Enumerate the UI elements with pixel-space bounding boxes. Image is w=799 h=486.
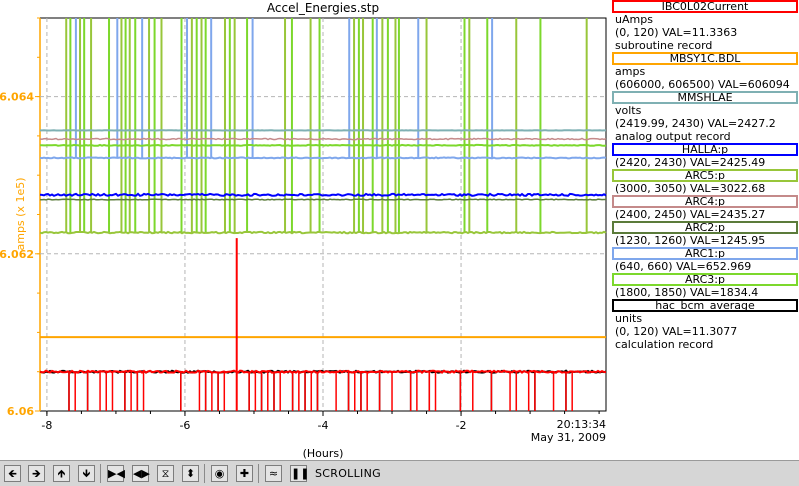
legend-entry-arc4-p[interactable]: ARC4:p — [612, 195, 798, 208]
legend-detail: (3000, 3050) VAL=3022.68 — [615, 182, 766, 195]
y-axis-label: amps (x 1e5) — [14, 177, 27, 250]
legend-detail: subroutine record — [615, 39, 713, 52]
legend-detail: uAmps — [615, 13, 653, 26]
legend-detail: (0, 120) VAL=11.3363 — [615, 26, 738, 39]
pan-left-button[interactable]: 🡸 — [4, 465, 21, 482]
wave-icon: ≈ — [268, 467, 279, 480]
legend-detail: (0, 120) VAL=11.3077 — [615, 325, 738, 338]
pan-down-button[interactable]: 🡻 — [78, 465, 95, 482]
legend-entry-arc5-p[interactable]: ARC5:p — [612, 169, 798, 182]
toolbar-separator — [204, 464, 205, 483]
zoom-out-y-icon: ⬍ — [185, 467, 196, 480]
y-tick-label: 6.062 — [0, 248, 34, 261]
plus-icon: ✚ — [239, 467, 250, 480]
zoom-out-x-button[interactable]: ◀▶ — [132, 465, 150, 482]
y-tick-label: 6.06 — [7, 405, 34, 418]
x-end-date: May 31, 2009 — [530, 431, 606, 444]
series-line-arc5-p — [39, 230, 607, 235]
legend-detail: (640, 660) VAL=652.969 — [615, 260, 752, 273]
arrow-left-icon: 🡸 — [8, 467, 17, 480]
style-button[interactable]: ≈ — [265, 465, 282, 482]
legend-detail: (2420, 2430) VAL=2425.49 — [615, 156, 766, 169]
legend-entry-hac-bcm-average[interactable]: hac_bcm_average — [612, 299, 798, 312]
zoom-in-x-icon: ▶◀ — [108, 467, 125, 480]
series-line-halla-p — [39, 192, 607, 198]
pan-up-button[interactable]: 🡹 — [53, 465, 70, 482]
legend-detail: (2400, 2450) VAL=2435.27 — [615, 208, 766, 221]
legend-entry-arc2-p[interactable]: ARC2:p — [612, 221, 798, 234]
legend-detail: volts — [615, 104, 642, 117]
series-line-arc3-p — [39, 143, 607, 147]
chart-svg: -8 -6 -4 -2 6.06 6.062 6.064 amps (x 1e5) (Hours… — [0, 17, 607, 460]
arrow-down-icon: 🡻 — [82, 467, 91, 480]
target-icon: ◉ — [214, 467, 225, 480]
zoom-in-y-icon: ⧖ — [161, 467, 170, 480]
toolbar-separator — [100, 464, 101, 483]
x-tick-label: -6 — [179, 419, 190, 432]
legend-entry-arc3-p[interactable]: ARC3:p — [612, 273, 798, 286]
legend-detail: (1800, 1850) VAL=1834.4 — [615, 286, 759, 299]
toolbar: 🡸 🡺 🡹 🡻 ▶◀ ◀▶ ⧖ ⬍ ◉ ✚ ≈ ❚❚ SCROLLING — [0, 460, 799, 486]
x-axis-label: (Hours) — [303, 447, 344, 460]
x-tick-label: -4 — [318, 419, 329, 432]
legend-detail: (1230, 1260) VAL=1245.95 — [615, 234, 766, 247]
x-tick-label: -2 — [456, 419, 467, 432]
autoscale-button[interactable]: ◉ — [211, 465, 228, 482]
scrolling-status: SCROLLING — [315, 467, 381, 480]
x-end-time: 20:13:34 — [556, 418, 606, 431]
add-button[interactable]: ✚ — [236, 465, 253, 482]
y-tick-label: 6.064 — [0, 91, 34, 104]
zoom-in-y-button[interactable]: ⧖ — [157, 465, 174, 482]
legend-detail: calculation record — [615, 338, 714, 351]
arrow-up-icon: 🡹 — [57, 467, 66, 480]
pan-right-button[interactable]: 🡺 — [28, 465, 45, 482]
legend-detail: units — [615, 312, 643, 325]
legend-detail: amps — [615, 65, 646, 78]
legend-entry-ibc0l02current[interactable]: IBC0L02Current — [612, 0, 798, 13]
series-line-ibc0l02current — [39, 369, 607, 375]
toolbar-separator — [258, 464, 259, 483]
legend-detail: (2419.99, 2430) VAL=2427.2 — [615, 117, 776, 130]
x-end-datetime: 20:13:34 May 31, 2009 — [500, 418, 606, 444]
x-tick-label: -8 — [41, 419, 52, 432]
legend-entry-arc1-p[interactable]: ARC1:p — [612, 247, 798, 260]
zoom-out-y-button[interactable]: ⬍ — [182, 465, 199, 482]
legend: IBC0L02Current uAmps (0, 120) VAL=11.3363 s… — [612, 0, 798, 351]
series-line-arc1-p — [39, 156, 607, 160]
zoom-out-x-icon: ◀▶ — [133, 467, 150, 480]
legend-entry-mmshlae[interactable]: MMSHLAE — [612, 91, 798, 104]
legend-entry-mbsy1c-bdl[interactable]: MBSY1C.BDL — [612, 52, 798, 65]
legend-entry-halla-p[interactable]: HALLA:p — [612, 143, 798, 156]
zoom-in-x-button[interactable]: ▶◀ — [107, 465, 125, 482]
legend-detail: analog output record — [615, 130, 731, 143]
series-line-arc2-p — [39, 198, 606, 201]
series-line-arc4-p — [39, 137, 607, 141]
chart-title: Accel_Energies.stp — [266, 1, 380, 15]
legend-detail: (606000, 606500) VAL=606094 — [615, 78, 790, 91]
pause-icon: ❚❚ — [291, 467, 310, 480]
pause-button[interactable]: ❚❚ — [290, 465, 310, 482]
arrow-right-icon: 🡺 — [32, 467, 41, 480]
